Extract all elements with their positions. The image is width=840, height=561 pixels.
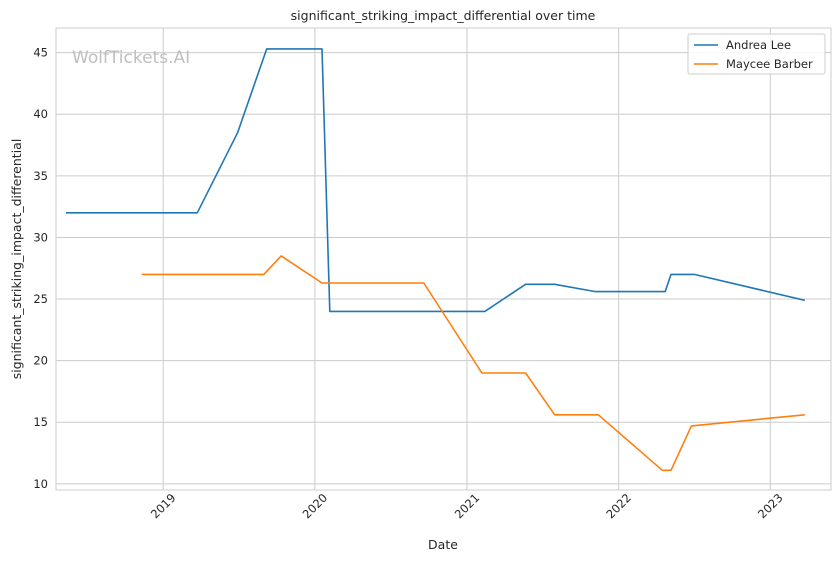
series-lines [66, 48, 805, 472]
legend-label-andrea-lee: Andrea Lee [726, 38, 791, 52]
x-tick-label: 2021 [452, 491, 483, 522]
chart-title: significant_striking_impact_differential… [291, 8, 596, 23]
y-axis-label: significant_striking_impact_differential [9, 139, 24, 380]
y-tick-label: 30 [33, 230, 48, 244]
y-tick-label: 35 [33, 169, 48, 183]
x-tick-label: 2022 [603, 491, 634, 522]
legend: Andrea Lee Maycee Barber [687, 33, 826, 75]
y-tick-label: 10 [33, 477, 48, 491]
y-tick-label: 40 [33, 107, 48, 121]
legend-label-maycee-barber: Maycee Barber [726, 57, 813, 71]
legend-box [687, 33, 826, 75]
x-axis-label: Date [428, 537, 458, 552]
y-tick-label: 25 [33, 292, 48, 306]
series-line-andrea-lee [66, 48, 805, 313]
y-tick-label: 45 [33, 46, 48, 60]
series-line-maycee-barber [141, 255, 805, 472]
y-tick-label: 15 [33, 415, 48, 429]
x-tick-label: 2020 [300, 491, 331, 522]
grid-lines [56, 28, 831, 490]
plot-area-frame [55, 27, 832, 491]
x-tick-label: 2019 [148, 491, 179, 522]
x-tick-label: 2023 [755, 491, 786, 522]
y-tick-label: 20 [33, 354, 48, 368]
watermark-text: WolfTickets.AI [72, 48, 191, 68]
